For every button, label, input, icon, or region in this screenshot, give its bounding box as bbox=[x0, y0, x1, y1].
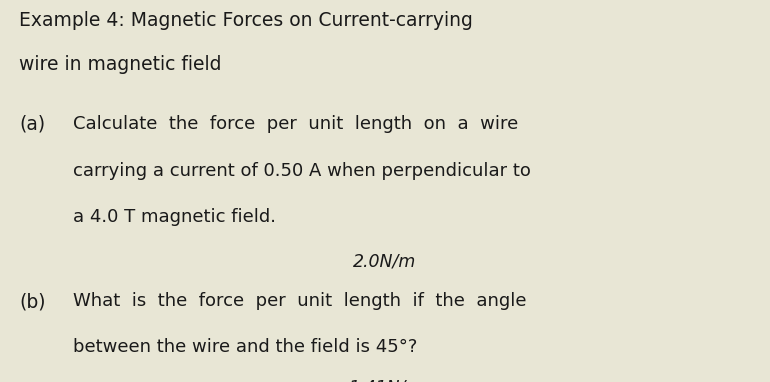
Text: (a): (a) bbox=[19, 115, 45, 134]
Text: wire in magnetic field: wire in magnetic field bbox=[19, 55, 222, 74]
Text: Example 4: Magnetic Forces on Current-carrying: Example 4: Magnetic Forces on Current-ca… bbox=[19, 11, 473, 31]
Text: carrying a current of 0.50 A when perpendicular to: carrying a current of 0.50 A when perpen… bbox=[73, 162, 531, 180]
Text: What  is  the  force  per  unit  length  if  the  angle: What is the force per unit length if the… bbox=[73, 292, 527, 310]
Text: a 4.0 T magnetic field.: a 4.0 T magnetic field. bbox=[73, 208, 276, 226]
Text: between the wire and the field is 45°?: between the wire and the field is 45°? bbox=[73, 338, 417, 356]
Text: (b): (b) bbox=[19, 292, 45, 311]
Text: 1.41N/m: 1.41N/m bbox=[348, 378, 422, 382]
Text: 2.0N/m: 2.0N/m bbox=[353, 252, 417, 270]
Text: Calculate  the  force  per  unit  length  on  a  wire: Calculate the force per unit length on a… bbox=[73, 115, 518, 133]
